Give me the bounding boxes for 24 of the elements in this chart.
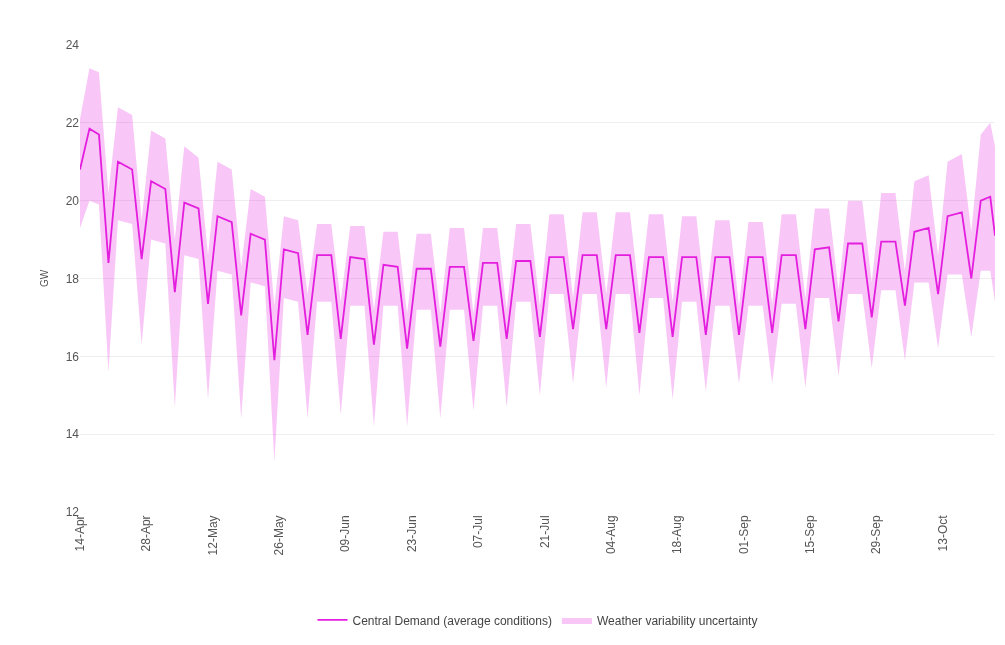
x-tick-label: 07-Jul [471, 515, 486, 549]
x-tick-label: 01-Sep [736, 515, 751, 555]
x-tick-label: 09-Jun [338, 515, 353, 553]
y-tick-label: 16 [65, 349, 80, 364]
x-tick-label: 26-May [272, 515, 287, 556]
x-tick-label: 13-Oct [935, 514, 950, 552]
x-tick-label: 28-Apr [139, 515, 154, 552]
x-tick-label: 29-Sep [869, 515, 884, 555]
text: Weather variability uncertainty [596, 613, 758, 628]
legend-label: Central Demand (average conditions) [352, 613, 552, 628]
y-tick-label: 20 [65, 193, 80, 208]
y-axis-title: GW [38, 269, 50, 288]
x-tick-label: 23-Jun [404, 515, 419, 553]
x-tick-label: 12-May [205, 515, 220, 556]
x-tick-label: 18-Aug [670, 515, 685, 555]
x-tick-label: 21-Jul [537, 515, 552, 549]
line-series [80, 127, 995, 362]
x-tick-label: 14-Apr [72, 515, 87, 552]
y-tick-label: 18 [65, 271, 80, 286]
y-tick-label: 24 [65, 38, 80, 53]
y-tick-label: 14 [65, 427, 80, 442]
x-tick-label: 15-Sep [803, 515, 817, 555]
x-tick-label: 04-Aug [603, 515, 618, 555]
y-tick-label: 22 [65, 116, 80, 131]
